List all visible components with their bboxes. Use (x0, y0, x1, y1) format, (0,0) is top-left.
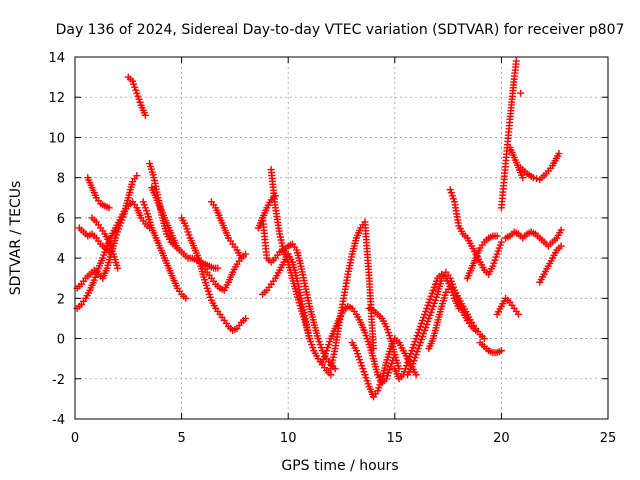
x-tick-label: 0 (71, 431, 79, 446)
data-point (533, 175, 541, 183)
data-point (141, 111, 149, 119)
data-point (519, 174, 527, 182)
y-tick-label: 4 (57, 252, 65, 267)
data-point (105, 248, 113, 256)
y-tick-label: -4 (52, 413, 65, 428)
data-point (497, 238, 505, 246)
chart-title: Day 136 of 2024, Sidereal Day-to-day VTE… (56, 22, 625, 38)
plot-frame (74, 56, 609, 420)
y-tick-label: 2 (57, 292, 65, 307)
data-point (105, 204, 113, 212)
data-point (114, 264, 122, 272)
y-tick-label: 10 (48, 131, 65, 146)
data-point (512, 57, 520, 65)
data-point (517, 89, 525, 97)
data-point (412, 371, 420, 379)
data-point (555, 150, 563, 158)
y-tick-label: 8 (57, 172, 65, 187)
y-tick-label: 0 (57, 333, 65, 348)
x-tick-label: 5 (177, 431, 185, 446)
data-point (369, 345, 377, 353)
data-point (497, 347, 505, 355)
data-point (514, 310, 522, 318)
data-point (557, 242, 565, 250)
data-points (73, 57, 565, 401)
data-point (480, 335, 488, 343)
x-tick-label: 15 (387, 431, 404, 446)
data-point (214, 264, 222, 272)
data-point (173, 244, 181, 252)
x-axis-label: GPS time / hours (281, 458, 398, 474)
data-point (493, 232, 501, 240)
x-tick-label: 25 (600, 431, 617, 446)
data-point (327, 371, 335, 379)
y-tick-label: 14 (48, 51, 65, 66)
tick-labels: 0 5 10 15 20 25 -4 -2 0 2 4 6 8 10 12 14 (48, 51, 616, 446)
data-point (242, 250, 250, 258)
x-tick-label: 10 (280, 431, 297, 446)
data-point (529, 174, 537, 182)
data-point (133, 172, 141, 180)
y-tick-label: -2 (52, 373, 65, 388)
data-point (182, 294, 190, 302)
x-tick-label: 20 (493, 431, 510, 446)
data-point (242, 314, 250, 322)
y-tick-label: 6 (57, 212, 65, 227)
data-point (557, 226, 565, 234)
y-tick-label: 12 (48, 91, 65, 106)
data-point (237, 254, 245, 262)
y-axis-label: SDTVAR / TECUs (8, 181, 24, 296)
